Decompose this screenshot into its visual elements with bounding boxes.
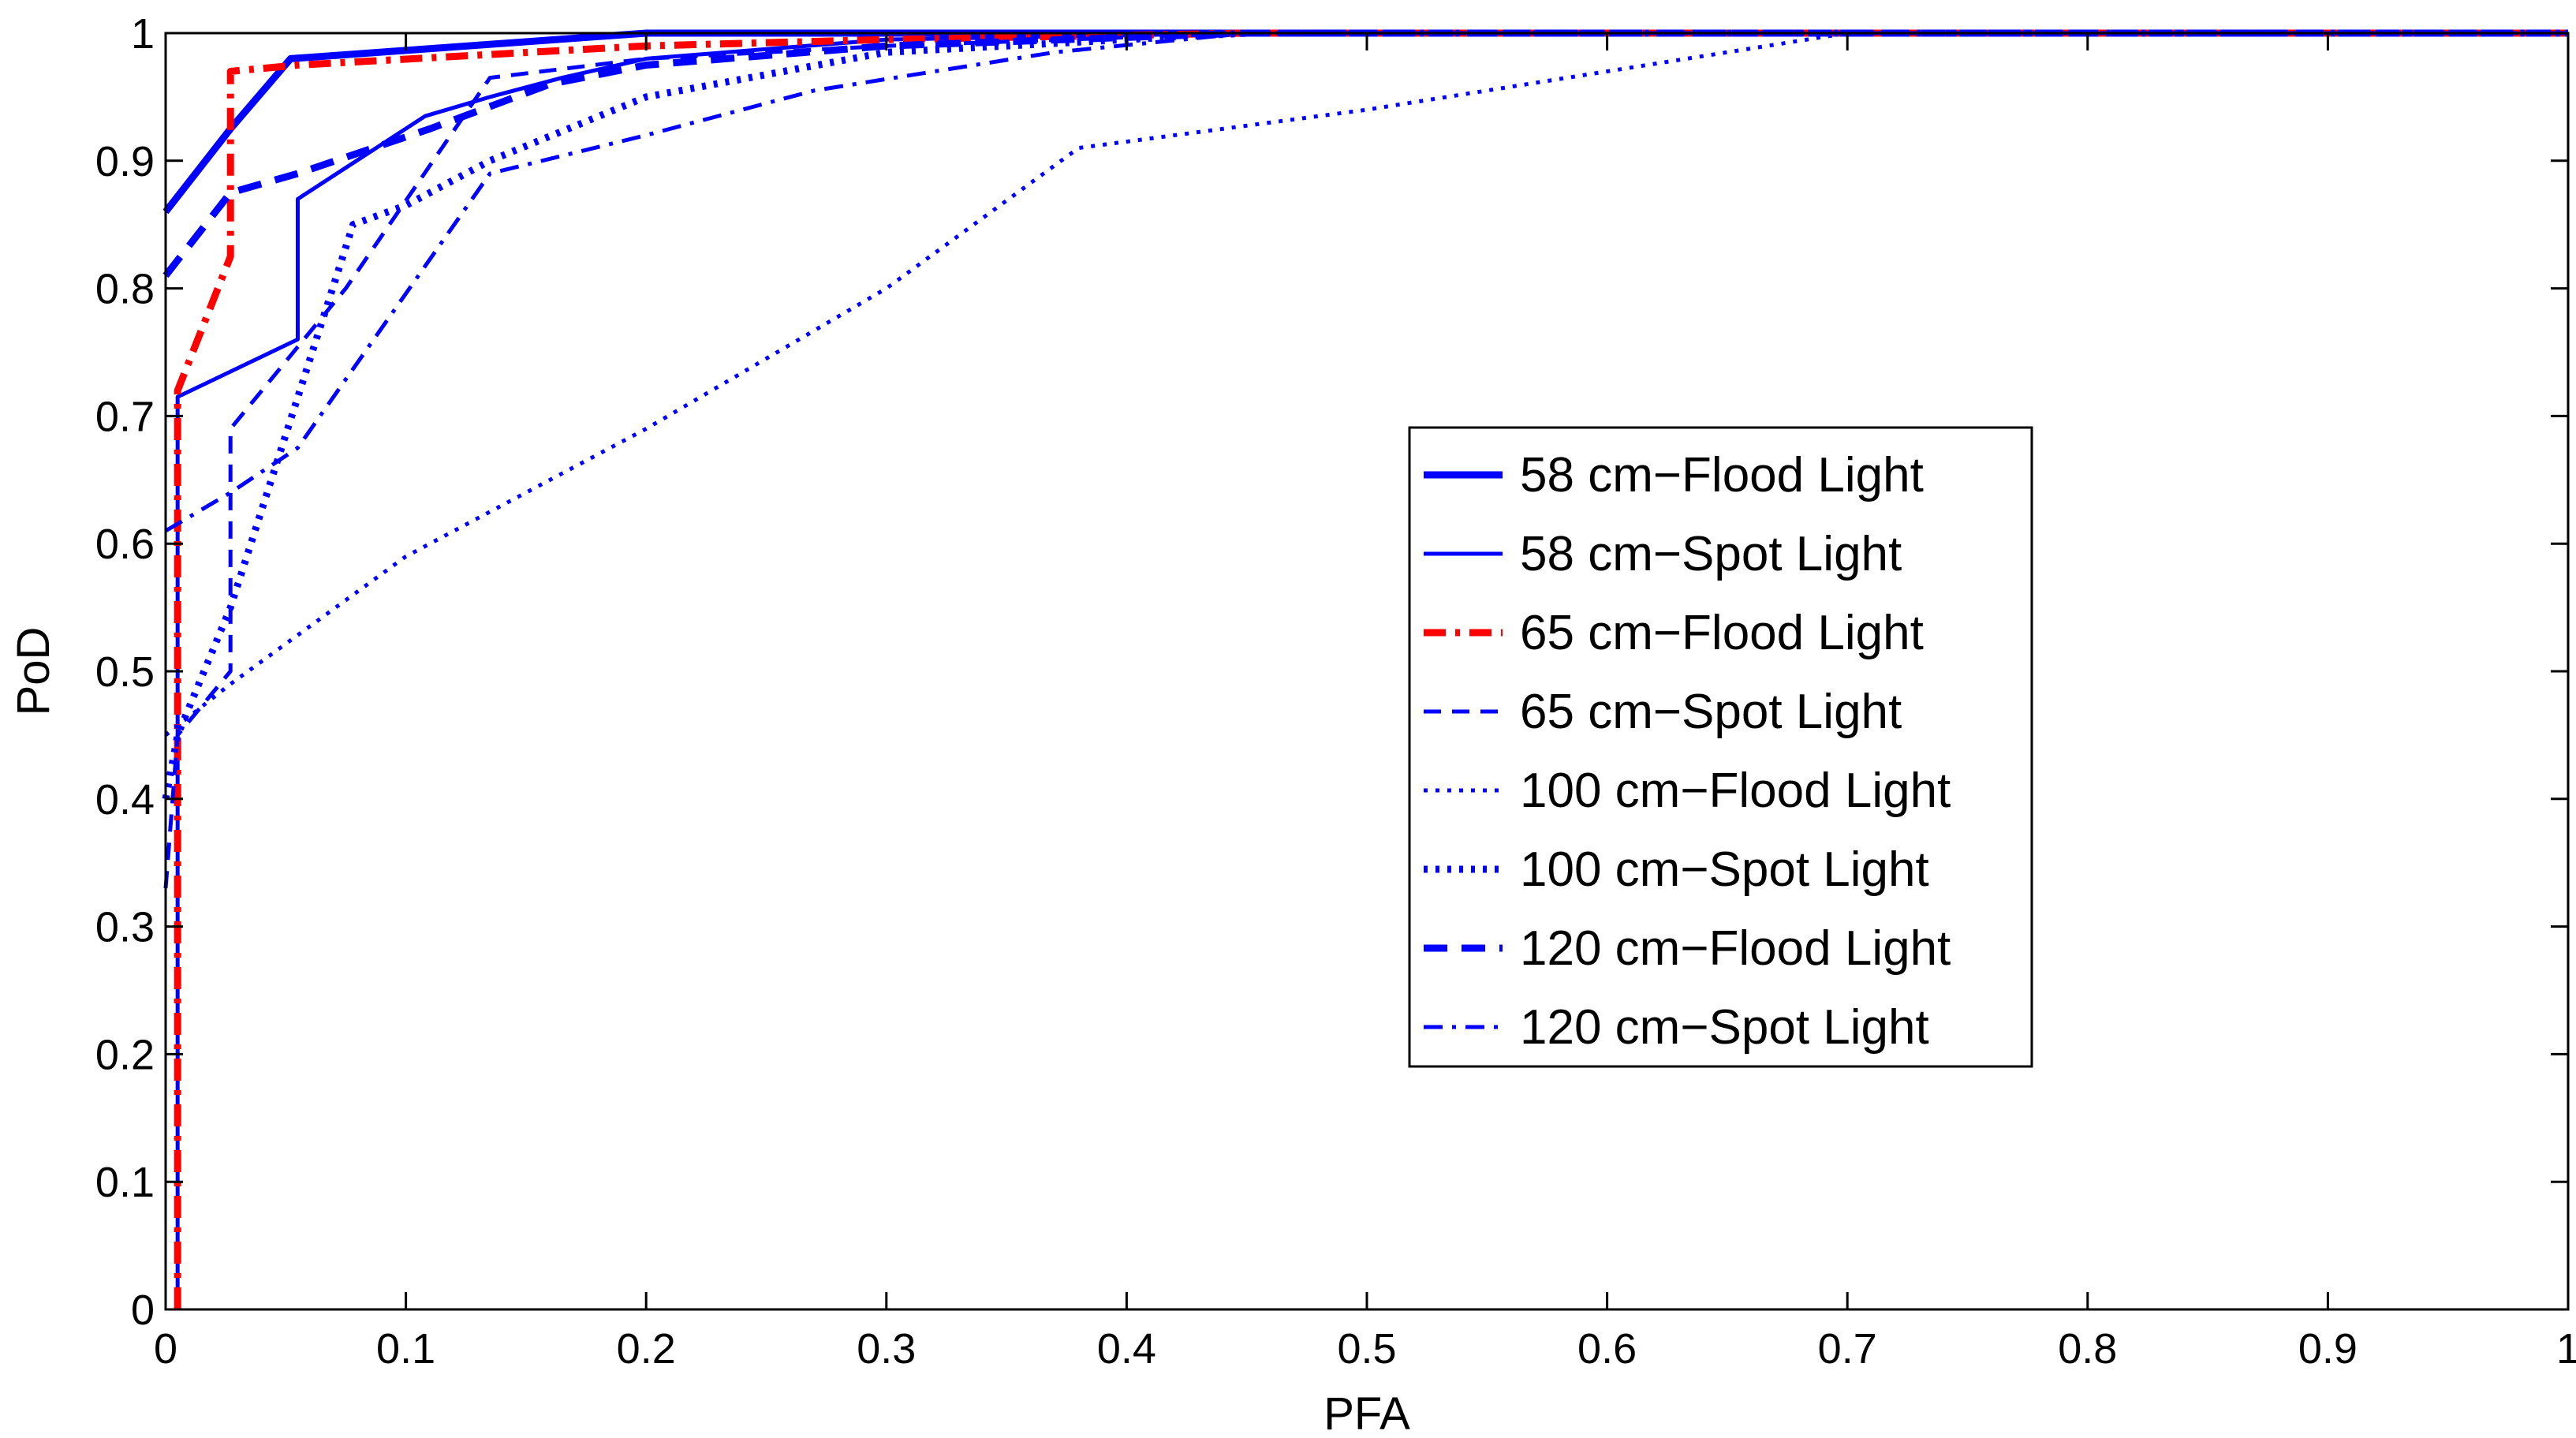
y-tick-label: 0.9 [95,138,155,185]
series-line-120-cm-flood-light [162,29,2568,278]
legend-label-100-cm-flood-light: 100 cm−Flood Light [1520,764,1951,818]
legend-label-58-cm-spot-light: 58 cm−Spot Light [1520,527,1902,581]
x-tick-label: 0.6 [1577,1325,1637,1373]
legend-box [1408,426,2033,1068]
x-tick-label: 0.3 [857,1325,916,1373]
x-tick-label: 0.5 [1337,1325,1396,1373]
y-tick-label: 0.2 [95,1031,155,1078]
x-tick-label: 0.9 [2298,1325,2358,1373]
series-line-58-cm-flood-light [162,29,2568,215]
series-line-100-cm-spot-light [162,29,2568,800]
x-tick-label: 0.7 [1818,1325,1877,1373]
y-tick-label: 0.4 [95,776,155,824]
legend-label-120-cm-flood-light: 120 cm−Flood Light [1520,921,1951,976]
x-tick-label: 0.8 [2058,1325,2117,1373]
legend-label-65-cm-flood-light: 65 cm−Flood Light [1520,606,1924,660]
x-axis: 0 0.1 0.2 0.3 0.4 0.5 0.6 0.7 0.8 0.9 1 [154,33,2576,1373]
x-tick-label: 1 [2556,1325,2576,1373]
y-axis: 0 0.1 0.2 0.3 0.4 0.5 0.6 0.7 0.8 0.9 1 [95,10,2568,1334]
series-layer [162,29,2568,1309]
legend-label-58-cm-flood-light: 58 cm−Flood Light [1520,448,1924,502]
x-tick-label: 0 [154,1325,177,1373]
y-tick-label: 1 [131,10,155,58]
x-tick-label: 0.4 [1097,1325,1156,1373]
plot-area-frame [164,32,2570,1311]
legend-label-65-cm-spot-light: 65 cm−Spot Light [1520,685,1902,739]
x-axis-label: PFA [1323,1388,1410,1438]
series-line-65-cm-spot-light [163,31,2568,889]
y-tick-label: 0.1 [95,1159,155,1206]
x-tick-label: 0.2 [617,1325,676,1373]
legend-label-100-cm-spot-light: 100 cm−Spot Light [1520,842,1929,897]
y-tick-label: 0.7 [95,393,155,440]
y-tick-label: 0.3 [95,904,155,951]
y-axis-label: PoD [8,627,59,716]
y-tick-label: 0.5 [95,648,155,696]
y-tick-label: 0.6 [95,521,155,568]
x-tick-label: 0.1 [376,1325,435,1373]
series-line-58-cm-spot-light [175,31,2568,1309]
legend: 58 cm−Flood Light 58 cm−Spot Light 65 cm−F… [1408,426,2033,1068]
series-line-65-cm-flood-light [174,29,2568,1309]
series-line-120-cm-spot-light [164,31,2568,533]
legend-label-120-cm-spot-light: 120 cm−Spot Light [1520,1000,1929,1055]
y-tick-label: 0 [131,1287,155,1334]
y-tick-label: 0.8 [95,266,155,313]
series-line-100-cm-flood-light [164,31,2568,737]
